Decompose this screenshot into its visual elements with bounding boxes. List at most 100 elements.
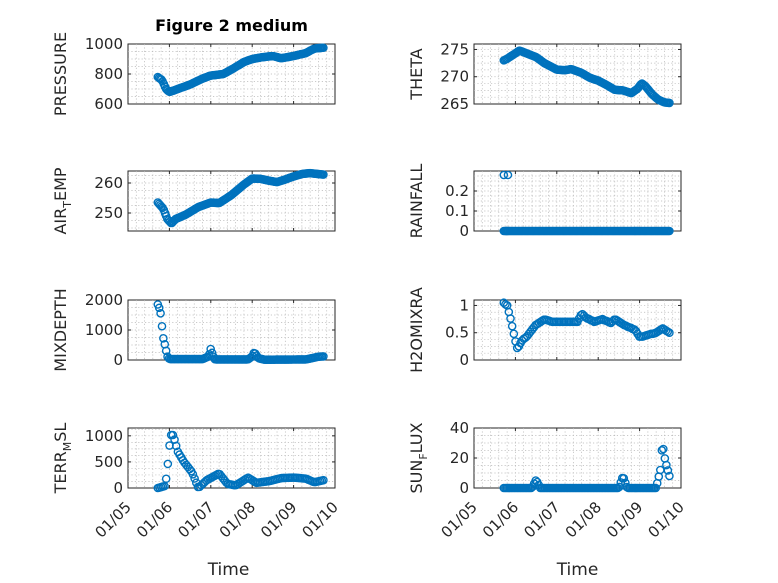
data-point xyxy=(190,474,199,483)
data-point xyxy=(319,352,328,361)
data-point xyxy=(651,483,661,493)
y-axis-label: SUNFLUX xyxy=(407,422,430,493)
subplot-theta: 265 270 275 THETA xyxy=(407,40,682,113)
x-tick-label: 01/07 xyxy=(174,498,217,541)
y-tick-label: 1 xyxy=(459,296,469,314)
data-point xyxy=(665,226,674,236)
data-markers xyxy=(153,168,328,228)
y-tick-label: 250 xyxy=(94,204,123,222)
grid-lines xyxy=(474,428,681,488)
data-markers xyxy=(499,170,674,236)
axes-box xyxy=(473,299,682,361)
y-tick-label: 1000 xyxy=(85,427,123,445)
y-label-subscript: M xyxy=(61,442,74,452)
y-label-main: PRESSURE xyxy=(51,32,70,116)
x-tick-label: 01/06 xyxy=(133,498,176,541)
data-point xyxy=(507,321,517,331)
data-markers xyxy=(153,43,328,97)
y-tick-label: 0 xyxy=(459,351,469,369)
data-point xyxy=(319,475,328,485)
data-point xyxy=(509,329,519,339)
subplot-mixdepth: 0 1000 2000 MIXDEPTH xyxy=(51,288,336,372)
x-tick-label: 01/09 xyxy=(603,498,646,541)
y-tick-label: 265 xyxy=(440,95,469,113)
subplot-rainfall: 0 0.1 0.2 RAINFALL xyxy=(407,164,682,240)
data-point xyxy=(156,308,165,318)
subplot-sun_flux: 0 20 40 SUNFLUX 01/0501/0601/0701/0801/0901/… xyxy=(407,419,688,580)
y-tick-label: 0 xyxy=(113,351,123,369)
x-axis-label: Time xyxy=(207,560,250,580)
y-tick-label: 275 xyxy=(440,40,469,58)
y-label-rest: EMP xyxy=(51,167,70,201)
y-tick-label: 0 xyxy=(113,479,123,497)
data-point xyxy=(659,444,668,454)
subplot-air_temp: 250 260 AIRTEMP xyxy=(51,167,336,235)
x-tick-label: 01/06 xyxy=(479,498,522,541)
y-tick-label: 0 xyxy=(459,479,469,497)
y-label-main: RAINFALL xyxy=(407,164,426,239)
data-markers xyxy=(153,430,328,493)
y-label-main: TERR xyxy=(51,451,70,494)
data-point xyxy=(171,441,181,451)
y-axis-label: H2OMIXRA xyxy=(407,287,426,373)
data-markers xyxy=(499,46,674,108)
data-point xyxy=(665,471,674,481)
axes-box xyxy=(127,170,336,232)
x-tick-label: 01/05 xyxy=(92,498,135,541)
data-point xyxy=(157,321,167,331)
data-point xyxy=(657,446,667,455)
data-point xyxy=(161,346,171,356)
subplot-title: Figure 2 medium xyxy=(155,16,308,35)
y-label-subscript: F xyxy=(417,453,430,459)
data-markers xyxy=(499,298,674,353)
grid-lines xyxy=(474,171,681,231)
y-tick-label: 260 xyxy=(94,174,123,192)
y-axis-label: THETA xyxy=(407,48,426,100)
x-tick-label: 01/07 xyxy=(520,498,563,541)
data-point xyxy=(319,43,328,53)
y-label-main: AIR xyxy=(51,208,70,235)
y-axis-label: MIXDEPTH xyxy=(51,288,70,371)
y-tick-label: 40 xyxy=(450,419,469,437)
y-tick-label: 600 xyxy=(94,95,123,113)
x-tick-label: 01/10 xyxy=(645,498,688,541)
x-tick-label: 01/05 xyxy=(438,498,481,541)
data-point xyxy=(662,460,671,470)
y-tick-label: 2000 xyxy=(85,291,123,309)
y-label-main: THETA xyxy=(407,48,426,100)
y-tick-label: 1000 xyxy=(85,35,123,53)
y-label-main: H2OMIXRA xyxy=(407,287,426,373)
data-markers xyxy=(499,444,674,493)
y-tick-label: 0 xyxy=(459,222,469,240)
data-point xyxy=(506,314,515,323)
x-axis-label: Time xyxy=(556,560,599,580)
y-tick-label: 1000 xyxy=(85,321,123,339)
x-tick-label: 01/08 xyxy=(562,498,605,541)
data-markers xyxy=(153,300,328,365)
data-point xyxy=(663,327,673,336)
y-tick-label: 20 xyxy=(450,449,469,467)
subplot-pressure: 600 800 1000 PRESSURE Figure 2 medium xyxy=(51,16,336,116)
data-point xyxy=(619,473,629,483)
y-tick-label: 0.5 xyxy=(445,324,469,342)
data-point xyxy=(161,474,171,484)
data-point xyxy=(163,459,173,469)
y-tick-label: 270 xyxy=(440,68,469,86)
y-label-subscript: T xyxy=(61,201,74,209)
data-point xyxy=(154,303,164,313)
data-point xyxy=(499,170,509,180)
data-point xyxy=(665,98,674,108)
y-axis-label: AIRTEMP xyxy=(51,167,74,234)
y-label-main: MIXDEPTH xyxy=(51,288,70,371)
subplot-h2omixra: 0 0.5 1 H2OMIXRA xyxy=(407,287,682,373)
data-point xyxy=(188,469,198,479)
data-point xyxy=(159,334,168,343)
subplot-terr_msl: 0 500 1000 TERRMSL 01/0501/0601/0701/0801/09… xyxy=(51,423,342,580)
x-tick-label: 01/09 xyxy=(257,498,300,541)
x-tick-label: 01/08 xyxy=(216,498,259,541)
data-point xyxy=(576,310,586,320)
y-tick-label: 800 xyxy=(94,65,123,83)
y-axis-label: TERRMSL xyxy=(51,423,74,495)
data-point xyxy=(206,344,215,354)
